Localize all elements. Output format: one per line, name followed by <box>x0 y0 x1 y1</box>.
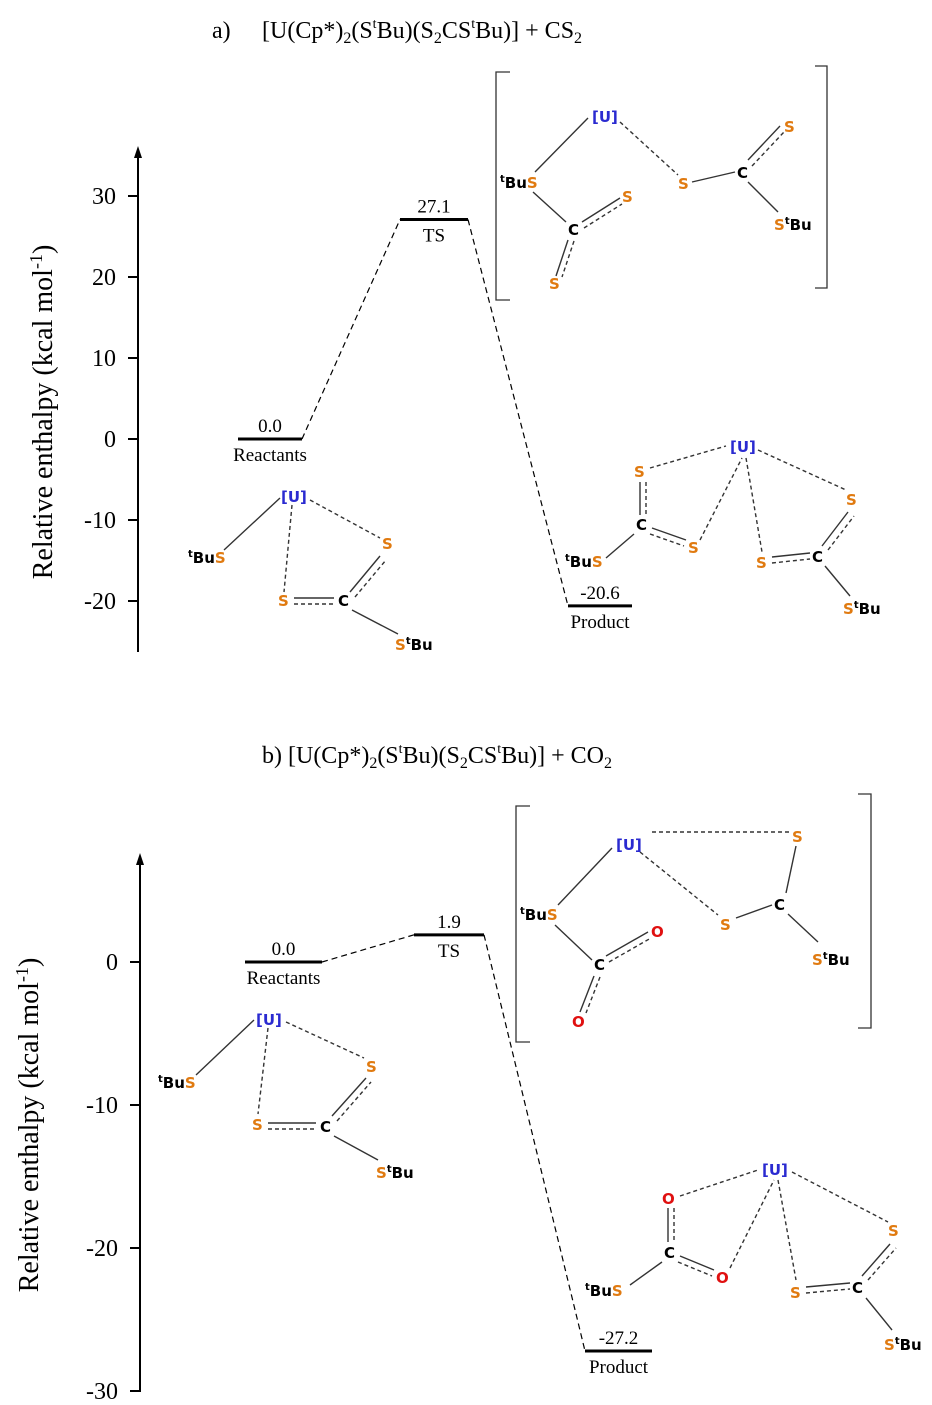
u-atom: [U] <box>256 1011 282 1029</box>
tick-label: -30 <box>86 1379 118 1405</box>
energy-value-label: 27.1 <box>417 196 450 217</box>
panel-b-y-label: Relative enthalpy (kcal mol-1) <box>12 958 45 1293</box>
reaction-path-connector <box>467 219 569 607</box>
tick-label: -10 <box>86 1093 118 1119</box>
s-atom: S <box>784 118 795 136</box>
o-atom: O <box>716 1269 729 1287</box>
u-atom: [U] <box>762 1161 788 1179</box>
u-atom: [U] <box>592 108 618 126</box>
tbus-label: tBuS <box>500 174 538 192</box>
state-label: TS <box>423 225 445 246</box>
panel-a-ts-structure: [U] tBuS S C S StBu C S S <box>495 65 828 301</box>
c-atom: C <box>737 164 748 182</box>
s-atom: S <box>756 554 767 572</box>
tbus-label: tBuS <box>158 1074 196 1092</box>
c-atom: C <box>568 221 579 239</box>
tbus-label: tBuS <box>188 549 226 567</box>
state-label: Product <box>589 1357 649 1378</box>
c-atom: C <box>320 1118 331 1136</box>
tbus-label: tBuS <box>520 906 558 924</box>
panel-b-ts-structure: [U] S tBuS S C StBu C O O <box>515 793 872 1043</box>
u-atom: [U] <box>616 836 642 854</box>
state-label: Reactants <box>247 968 321 989</box>
panel-a-title: [U(Cp*)2(StBu)(S2CStBu)] + CS2 <box>262 17 582 47</box>
s-atom: S <box>846 491 857 509</box>
u-atom: [U] <box>281 488 307 506</box>
u-atom: [U] <box>730 438 756 456</box>
c-atom: C <box>774 896 785 914</box>
tick-label: 0 <box>104 427 116 453</box>
o-atom: O <box>662 1190 675 1208</box>
panel-a-ticks: 30 20 10 0 -10 -20 <box>84 184 138 615</box>
s-atom: S <box>792 828 803 846</box>
state-label: Product <box>570 612 630 633</box>
c-atom: C <box>636 516 647 534</box>
panel-b-title: b) [U(Cp*)2(StBu)(S2CStBu)] + CO2 <box>262 742 612 772</box>
s-atom: S <box>634 463 645 481</box>
c-atom: C <box>338 592 349 610</box>
s-atom: S <box>688 539 699 557</box>
s-atom: S <box>549 275 560 293</box>
reaction-path-connector <box>483 934 586 1352</box>
tick-label: 30 <box>92 184 116 210</box>
stbu-label: StBu <box>843 600 881 618</box>
panel-b: b) [U(Cp*)2(StBu)(S2CStBu)] + CO2 0 -10 -2… <box>12 742 922 1405</box>
panel-a-reactant-structure: [U] tBuS S S C StBu <box>188 488 433 654</box>
state-label: TS <box>438 941 460 962</box>
energy-value-label: 0.0 <box>272 939 296 960</box>
energy-value-label: -20.6 <box>580 583 620 604</box>
panel-b-product-structure: [U] O C O tBuS S S C StBu <box>585 1161 922 1354</box>
panel-a-reaction-path <box>301 219 569 607</box>
c-atom: C <box>594 956 605 974</box>
s-atom: S <box>790 1284 801 1302</box>
tick-label: -20 <box>86 1236 118 1262</box>
stbu-label: StBu <box>884 1336 922 1354</box>
tbus-label: tBuS <box>585 1282 623 1300</box>
s-atom: S <box>366 1058 377 1076</box>
tick-label: 10 <box>92 346 116 372</box>
tick-label: -20 <box>84 589 116 615</box>
panel-a-axis-arrow <box>134 146 142 158</box>
c-atom: C <box>664 1244 675 1262</box>
tick-label: 20 <box>92 265 116 291</box>
s-atom: S <box>278 592 289 610</box>
o-atom: O <box>651 923 664 941</box>
stbu-label: StBu <box>395 636 433 654</box>
panel-a-y-label: Relative enthalpy (kcal mol-1) <box>26 245 59 580</box>
stbu-label: StBu <box>812 951 850 969</box>
panel-a-levels: 0.0 Reactants 27.1 TS -20.6 Product <box>233 196 632 633</box>
panel-a-title-label: a) <box>212 18 231 44</box>
tick-label: -10 <box>84 508 116 534</box>
s-atom: S <box>382 535 393 553</box>
reaction-path-connector <box>301 219 401 440</box>
stbu-label: StBu <box>376 1164 414 1182</box>
stbu-label: StBu <box>774 216 812 234</box>
tick-label: 0 <box>106 950 118 976</box>
energy-value-label: 0.0 <box>258 416 282 437</box>
s-atom: S <box>252 1116 263 1134</box>
energy-value-label: -27.2 <box>599 1328 639 1349</box>
s-atom: S <box>720 916 731 934</box>
panel-b-ticks: 0 -10 -20 -30 <box>86 950 140 1405</box>
panel-a: a) [U(Cp*)2(StBu)(S2CStBu)] + CS2 30 20 10… <box>26 17 881 654</box>
reaction-path-connector <box>321 934 415 963</box>
s-atom: S <box>678 175 689 193</box>
panel-b-reaction-path <box>321 934 586 1352</box>
o-atom: O <box>572 1013 585 1031</box>
tbus-label: tBuS <box>565 553 603 571</box>
s-atom: S <box>888 1222 899 1240</box>
panel-b-reactant-structure: [U] tBuS S S C StBu <box>158 1011 414 1182</box>
s-atom: S <box>622 188 633 206</box>
state-label: Reactants <box>233 445 307 466</box>
c-atom: C <box>812 548 823 566</box>
c-atom: C <box>852 1279 863 1297</box>
panel-b-levels: 0.0 Reactants 1.9 TS -27.2 Product <box>245 912 652 1378</box>
energy-value-label: 1.9 <box>437 912 461 933</box>
panel-a-product-structure: [U] S C S tBuS S S C StBu <box>565 438 881 618</box>
panel-b-axis-arrow <box>136 853 144 865</box>
